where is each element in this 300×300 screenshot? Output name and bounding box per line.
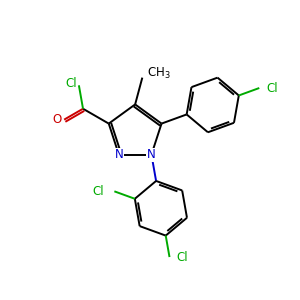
Text: N: N: [115, 148, 123, 161]
Text: N: N: [147, 148, 156, 161]
Text: Cl: Cl: [176, 250, 188, 264]
Text: CH$_3$: CH$_3$: [147, 66, 171, 81]
Text: Cl: Cl: [266, 82, 278, 94]
Text: Cl: Cl: [93, 185, 104, 198]
Text: Cl: Cl: [65, 77, 77, 90]
Text: O: O: [52, 113, 61, 126]
